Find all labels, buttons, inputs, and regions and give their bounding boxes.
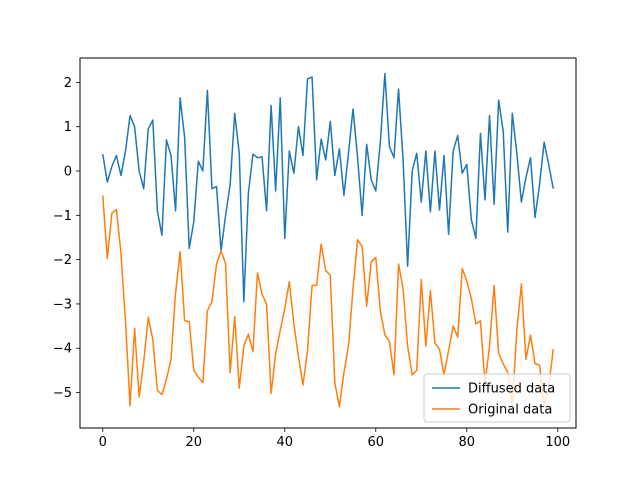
- legend-label-0: Diffused data: [468, 382, 555, 397]
- legend-box: [423, 373, 571, 423]
- y-tick-label: −3: [53, 297, 72, 312]
- x-tick-label: 60: [368, 435, 385, 450]
- y-tick-label: 0: [64, 164, 72, 179]
- y-tick-label: −4: [53, 342, 72, 357]
- y-axis: −5 −4 −3 −2 −1 0 1 2: [53, 76, 80, 401]
- series-line-1: [102, 195, 554, 408]
- y-tick-label: −2: [53, 253, 72, 268]
- plot-lines: [102, 72, 554, 408]
- plot-frame: [79, 57, 577, 429]
- x-tick-label: 40: [276, 435, 293, 450]
- x-axis: 0 20 40 60 80 100: [99, 428, 570, 450]
- y-tick-label: −5: [53, 386, 72, 401]
- legend-label-1: Original data: [468, 403, 552, 418]
- legend: Diffused data Original data: [423, 373, 571, 423]
- x-tick-label: 80: [459, 435, 476, 450]
- x-tick-label: 20: [185, 435, 202, 450]
- series-line-0: [102, 72, 554, 303]
- y-tick-label: −1: [53, 209, 72, 224]
- y-tick-label: 2: [64, 76, 72, 91]
- y-tick-label: 1: [64, 120, 72, 135]
- x-tick-label: 100: [545, 435, 570, 450]
- x-tick-label: 0: [99, 435, 107, 450]
